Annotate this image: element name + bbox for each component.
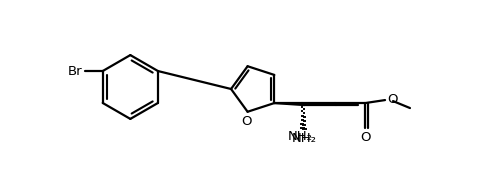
Text: O: O xyxy=(387,93,398,106)
Text: O: O xyxy=(360,131,370,144)
Text: NH₂: NH₂ xyxy=(292,132,317,145)
Text: Br: Br xyxy=(68,65,83,78)
Text: NH₂: NH₂ xyxy=(288,130,313,143)
Text: O: O xyxy=(242,115,252,128)
